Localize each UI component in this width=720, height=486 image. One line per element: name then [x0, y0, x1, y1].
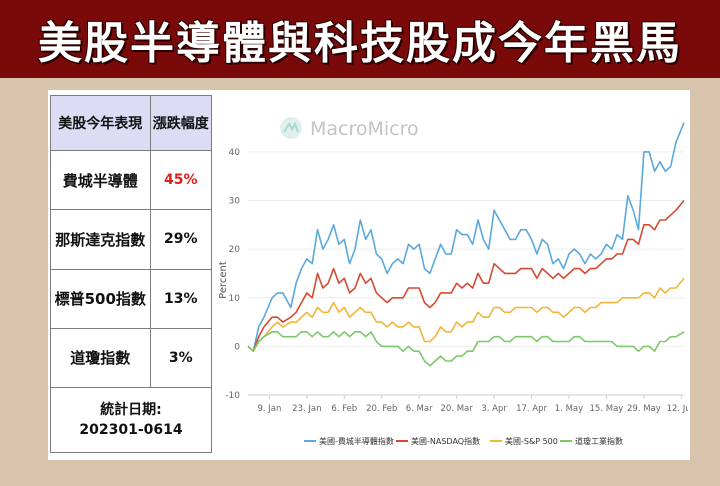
- table-cell-name: 費城半導體: [50, 149, 151, 211]
- stats-date-label: 統計日期:: [100, 402, 162, 418]
- y-tick-label: 30: [229, 197, 241, 207]
- watermark: MacroMicro: [280, 117, 419, 140]
- legend-label: 美國-NASDAQ指數: [411, 436, 480, 446]
- watermark-text: MacroMicro: [310, 118, 419, 140]
- table-header-change: 漲跌幅度: [149, 95, 213, 151]
- table-cell-value: 29%: [149, 209, 213, 270]
- performance-table: 美股今年表現 漲跌幅度 費城半導體 45% 那斯達克指數 29% 標普500指數…: [50, 95, 213, 453]
- legend-label: 道瓊工業指數: [575, 436, 623, 446]
- chart-container: MacroMicro -10 0 10 20 30 40 9. Jan 23. Jan 6. …: [214, 95, 696, 457]
- table-cell-value: 45%: [149, 149, 213, 211]
- x-tick-label: 23. Jan: [292, 404, 321, 414]
- x-tick-label: 12. Jun: [667, 404, 688, 414]
- x-tick-label: 17. Apr: [516, 404, 547, 414]
- table-cell-name: 那斯達克指數: [50, 209, 151, 270]
- series-line-1: [247, 122, 685, 353]
- table-row: 那斯達克指數 29%: [50, 209, 213, 270]
- y-axis-label: Percent: [218, 261, 229, 299]
- legend-label: 美國-費城半導體指數: [319, 436, 394, 446]
- macromicro-logo-icon: [280, 117, 302, 139]
- table-cell-name: 道瓊指數: [50, 327, 151, 389]
- y-tick-label: 0: [234, 342, 240, 352]
- chart-legend: 美國-費城半導體指數 美國-NASDAQ指數 美國-S&P 500 道瓊工業指數: [304, 436, 623, 446]
- y-tick-label: 40: [229, 148, 241, 158]
- table-cell-value: 13%: [149, 268, 213, 329]
- x-tick-label: 20. Mar: [441, 404, 474, 414]
- x-tick-label: 20. Feb: [366, 404, 397, 414]
- banner: 美股半導體與科技股成今年黑馬: [0, 0, 720, 78]
- series-line-2: [247, 199, 685, 353]
- y-tick-label: 20: [229, 245, 241, 255]
- table-footer-row: 統計日期: 202301-0614: [50, 387, 212, 453]
- x-tick-label: 6. Mar: [406, 404, 433, 414]
- table-row: 標普500指數 13%: [50, 268, 213, 329]
- x-tick-label: 1. May: [555, 404, 583, 414]
- table-cell-value: 3%: [149, 327, 213, 389]
- x-tick-label: 3. Apr: [481, 404, 507, 414]
- table-header-market: 美股今年表現: [50, 95, 151, 151]
- x-tick-label: 6. Feb: [331, 404, 357, 414]
- series-line-4: [247, 331, 685, 367]
- table-header-row: 美股今年表現 漲跌幅度: [50, 95, 213, 151]
- line-chart: MacroMicro -10 0 10 20 30 40 9. Jan 23. Jan 6. …: [218, 117, 696, 446]
- y-tick-label: 10: [229, 294, 241, 304]
- table-row: 道瓊指數 3%: [50, 327, 213, 389]
- legend-label: 美國-S&P 500: [505, 436, 558, 446]
- table-row: 費城半導體 45%: [50, 149, 213, 211]
- series-line-3: [247, 277, 685, 353]
- x-tick-label: 29. May: [627, 404, 661, 414]
- banner-title: 美股半導體與科技股成今年黑馬: [38, 18, 682, 69]
- x-tick-label: 9. Jan: [257, 404, 281, 414]
- stats-date-value: 202301-0614: [79, 422, 183, 438]
- stats-date: 統計日期: 202301-0614: [50, 387, 212, 453]
- x-tick-label: 15. May: [590, 404, 624, 414]
- y-tick-label: -10: [225, 391, 240, 401]
- table-cell-name: 標普500指數: [50, 268, 151, 329]
